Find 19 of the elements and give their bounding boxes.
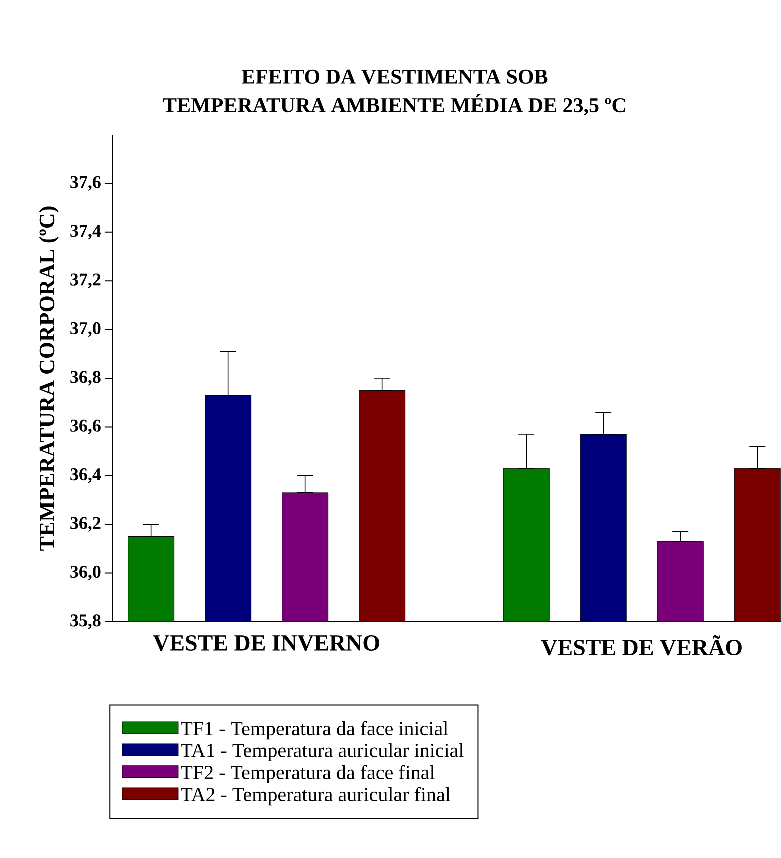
y-tick-label: 36,6 bbox=[70, 420, 101, 435]
y-tick-label: 37,2 bbox=[70, 274, 101, 288]
chart-title: EFEITO DA VESTIMENTA SOB bbox=[242, 70, 548, 84]
legend-label: TA1 - Temperatura auricular inicial bbox=[181, 743, 464, 762]
x-tick-label: VESTE DE INVERNO bbox=[153, 636, 380, 652]
y-tick-label: 35,8 bbox=[70, 614, 101, 630]
y-tick-label: 37,4 bbox=[70, 225, 102, 240]
x-tick-label: VESTE DE VERÃO bbox=[541, 636, 742, 656]
y-tick-label: 37,0 bbox=[70, 322, 101, 338]
legend-label: TA2 - Temperatura auricular final bbox=[181, 787, 451, 806]
y-tick-label: 37,6 bbox=[70, 176, 101, 192]
legend-label: TF2 - Temperatura da face final bbox=[181, 765, 435, 784]
legend-label: TF1 - Temperatura da face inicial bbox=[181, 721, 448, 740]
y-tick-label: 36,8 bbox=[70, 371, 101, 386]
y-tick-label: 36,2 bbox=[70, 517, 101, 532]
y-tick-label: 36,0 bbox=[70, 566, 101, 581]
chart-subtitle: TEMPERATURA AMBIENTE MÉDIA DE 23,5 ºC bbox=[163, 94, 626, 116]
y-axis-title: TEMPERATURA CORPORAL (ºC) bbox=[39, 206, 60, 551]
y-tick-label: 36,4 bbox=[70, 468, 102, 484]
